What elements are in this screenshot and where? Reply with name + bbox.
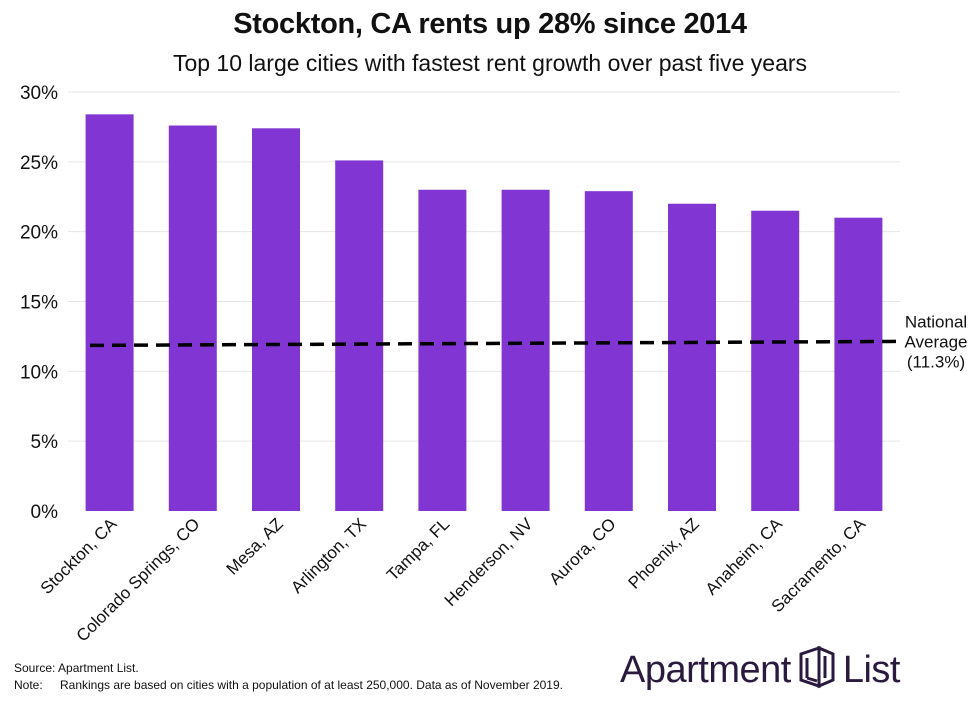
national-average-label: Average xyxy=(904,332,967,351)
x-tick-label: Anaheim, CA xyxy=(702,514,787,599)
bar xyxy=(252,128,300,511)
x-tick-label: Arlington, TX xyxy=(287,514,370,597)
bar xyxy=(751,210,800,511)
x-tick-label: Henderson, NV xyxy=(441,514,537,610)
logo-word-list: List xyxy=(842,648,901,691)
national-average-label: National xyxy=(905,312,967,331)
national-average-line xyxy=(89,339,901,348)
y-tick-label: 25% xyxy=(20,153,58,174)
y-tick-label: 15% xyxy=(20,293,58,314)
note-text: Rankings are based on cities with a popu… xyxy=(60,678,563,692)
footnotes: Source: Apartment List. Note: Rankings ar… xyxy=(14,660,563,694)
y-tick-label: 30% xyxy=(20,83,58,104)
apartment-list-logo-icon xyxy=(797,645,837,695)
note-row: Note: Rankings are based on cities with a… xyxy=(14,677,563,694)
apartment-list-logo: Apartment List xyxy=(620,645,901,695)
x-tick-label: Stockton, CA xyxy=(37,514,121,598)
chart-title: Stockton, CA rents up 28% since 2014 xyxy=(233,8,747,40)
bar xyxy=(168,125,217,512)
bar xyxy=(834,217,883,511)
x-tick-label: Aurora, CO xyxy=(545,514,619,588)
y-tick-label: 20% xyxy=(20,223,58,244)
y-tick-label: 5% xyxy=(31,432,59,453)
note-label: Note: xyxy=(14,678,43,692)
x-tick-label: Mesa, AZ xyxy=(223,514,287,578)
y-tick-label: 10% xyxy=(20,362,58,383)
y-tick-label: 0% xyxy=(31,502,59,523)
bar xyxy=(418,189,467,511)
bar xyxy=(668,203,716,511)
x-tick-label: Phoenix, AZ xyxy=(625,514,703,592)
bar xyxy=(584,191,633,511)
x-tick-label: Tampa, FL xyxy=(383,514,453,584)
bar-chart: 0%5%10%15%20%25%30%Stockton, CAColorado … xyxy=(20,83,968,645)
source-note: Source: Apartment List. xyxy=(14,661,139,675)
bar xyxy=(501,189,550,511)
bar xyxy=(335,160,384,512)
national-average-label: (11.3%) xyxy=(907,352,965,371)
bar xyxy=(85,114,134,511)
chart-subtitle: Top 10 large cities with fastest rent gr… xyxy=(172,50,808,76)
logo-word-apartment: Apartment xyxy=(620,648,791,691)
